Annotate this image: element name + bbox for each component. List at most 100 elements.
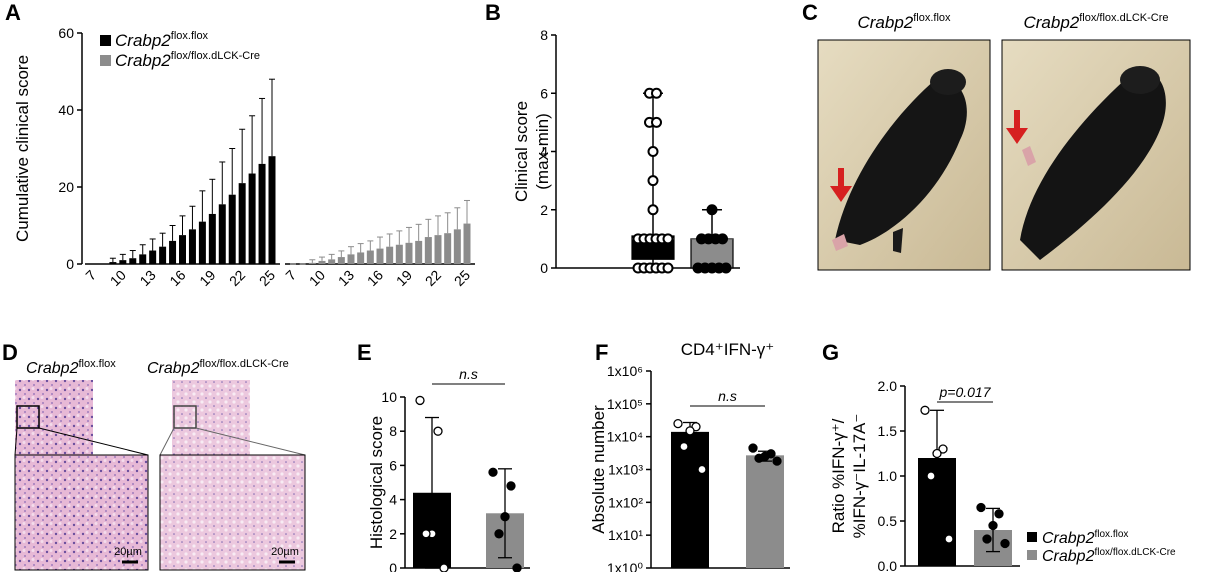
panel-label: E <box>357 340 372 365</box>
data-point <box>994 509 1004 519</box>
data-point <box>651 87 662 99</box>
data-point <box>988 520 998 531</box>
data-point <box>433 426 443 436</box>
bar <box>434 235 442 264</box>
data-point <box>651 116 662 128</box>
x-tick-label: 7 <box>82 267 99 284</box>
genotype: flox/flox.dLCK-Cre <box>171 50 260 62</box>
data-point <box>647 175 659 187</box>
gene: Crabp2 <box>115 51 171 70</box>
data-point <box>662 233 674 245</box>
data-point <box>697 464 707 475</box>
x-tick-label: 22 <box>226 267 248 289</box>
y-tick-label: 1x10³ <box>608 462 643 478</box>
data-point <box>772 456 782 466</box>
data-point <box>982 534 992 544</box>
legend-label: Crabp2flox/flox.dLCK-Cre <box>115 50 260 70</box>
y-tick-label: 1x10¹ <box>608 527 643 543</box>
x-tick-label: 19 <box>393 267 415 289</box>
bar <box>109 262 117 264</box>
y-axis-label: Clinical score <box>512 101 531 202</box>
bar <box>119 260 127 264</box>
bar <box>328 259 336 264</box>
data-point <box>685 426 695 436</box>
y-tick-label: 8 <box>540 27 548 43</box>
gene: Crabp2 <box>147 360 200 377</box>
x-tick-label: 7 <box>282 267 299 284</box>
x-tick-label: 22 <box>422 267 444 289</box>
genotype: flox/flox.dLCK-Cre <box>1094 547 1176 558</box>
genotype: flox/flox.dLCK-Cre <box>199 358 288 370</box>
panel-label: G <box>822 340 839 365</box>
data-point <box>717 233 728 245</box>
bar <box>258 163 266 264</box>
genotype: flox.flox <box>171 30 209 42</box>
bar <box>746 455 784 568</box>
bar <box>129 258 137 264</box>
data-point <box>488 467 498 477</box>
legend-swatch <box>1027 532 1037 542</box>
panel-label: C <box>802 0 818 25</box>
y-tick-label: 0.0 <box>878 558 898 572</box>
gene: Crabp2 <box>857 13 913 32</box>
gene: Crabp2 <box>1042 548 1095 565</box>
data-point <box>506 481 516 491</box>
legend-label: Crabp2flox/flox.dLCK-Cre <box>1042 547 1176 565</box>
bar <box>453 229 461 264</box>
annotation: p=0.017 <box>939 384 992 400</box>
data-point <box>748 443 758 453</box>
bar <box>169 240 177 264</box>
y-axis-label: Ratio %IFN-γ⁺/ <box>829 418 848 533</box>
scale-bar-label: 20µm <box>271 546 299 558</box>
genotype: flox.flox <box>78 358 116 370</box>
bar <box>149 250 157 264</box>
bar <box>395 244 403 264</box>
y-tick-label: 1x10² <box>608 494 643 510</box>
y-axis-label: (max-min) <box>533 113 552 190</box>
genotype: flox/flox.dLCK-Cre <box>1079 12 1168 24</box>
x-tick-label: 16 <box>364 267 386 289</box>
bar <box>139 254 147 264</box>
y-tick-label: 1.0 <box>878 468 898 484</box>
panel-label: B <box>485 0 501 25</box>
data-point <box>512 563 522 572</box>
y-tick-label: 0 <box>389 560 397 572</box>
image-title: Crabp2flox/flox.dLCK-Cre <box>147 358 289 377</box>
y-axis-label: Absolute number <box>589 405 608 534</box>
gene: Crabp2 <box>1042 530 1095 547</box>
data-point <box>706 204 718 216</box>
bar <box>405 242 413 264</box>
y-tick-label: 2 <box>389 526 397 542</box>
y-tick-label: 1x10⁶ <box>607 363 643 379</box>
x-tick-label: 16 <box>166 267 188 289</box>
legend-swatch <box>100 55 111 66</box>
image-title: Crabp2flox.flox <box>26 358 116 377</box>
y-tick-label: 6 <box>540 85 548 101</box>
legend-swatch <box>1027 550 1037 560</box>
bar <box>376 248 384 264</box>
legend-swatch <box>100 35 111 46</box>
y-tick-label: 1x10⁵ <box>607 396 643 412</box>
legend-label: Crabp2flox.flox <box>1042 529 1128 547</box>
photo-title: Crabp2flox.flox <box>857 12 951 32</box>
y-tick-label: 10 <box>381 389 397 405</box>
y-tick-label: 1x10⁴ <box>607 429 643 445</box>
photo <box>1001 39 1191 271</box>
panel-label: F <box>595 340 608 365</box>
bar <box>238 183 246 264</box>
gene: Crabp2 <box>26 360 79 377</box>
data-point <box>938 444 948 454</box>
data-point <box>421 529 431 539</box>
annotation: n.s <box>718 388 737 404</box>
bar <box>415 240 423 264</box>
y-tick-label: 8 <box>389 423 397 439</box>
bar <box>308 262 316 264</box>
histology-image: 20µm <box>159 380 306 571</box>
y-tick-label: 0 <box>540 260 548 276</box>
x-tick-label: 13 <box>136 267 158 289</box>
histology-image: 20µm <box>14 380 149 571</box>
bar <box>218 204 226 264</box>
y-axis-label: Cumulative clinical score <box>13 55 32 242</box>
y-tick-label: 0 <box>66 256 74 272</box>
